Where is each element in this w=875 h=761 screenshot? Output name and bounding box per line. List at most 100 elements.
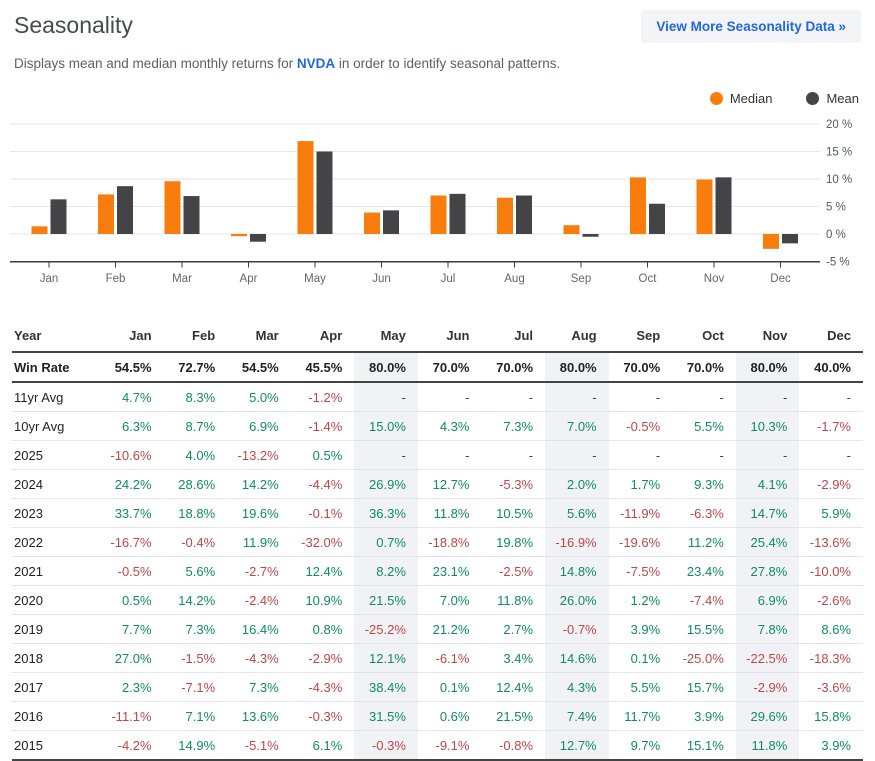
bar-median-jun[interactable] (364, 212, 380, 234)
cell-2018-jun: -6.1% (417, 643, 482, 673)
cell-2025-jun: - (417, 440, 482, 470)
x-axis-month-label: Jul (441, 273, 456, 285)
legend-item-median[interactable]: Median (709, 91, 772, 106)
cell-2025-dec: - (799, 440, 863, 470)
x-axis-month-label: May (304, 273, 326, 285)
description-prefix: Displays mean and median monthly returns… (14, 56, 297, 71)
bar-mean-sep[interactable] (582, 234, 599, 237)
cell-2015-jan: -4.2% (100, 730, 164, 761)
cell-2019-oct: 15.5% (672, 614, 736, 644)
bar-median-aug[interactable] (497, 197, 513, 234)
cell-10yr-avg-sep: -0.5% (608, 411, 673, 441)
table-row-2017: 2017 2.3% -7.1% 7.3% -4.3% 38.4% 0.1% 12.4% 4.3%… (12, 672, 863, 702)
column-header-mar: Mar (227, 320, 291, 353)
cell-2023-jun: 11.8% (417, 498, 482, 528)
cell-2016-sep: 11.7% (608, 701, 673, 731)
cell-2016-aug: 7.4% (545, 701, 609, 731)
cell-11yr-avg-jul: - (481, 382, 546, 412)
bar-mean-jun[interactable] (383, 210, 399, 234)
cell-2019-jun: 21.2% (417, 614, 482, 644)
table-row-2024: 2024 24.2% 28.6% 14.2% -4.4% 26.9% 12.7% -5.3% 2… (12, 469, 863, 499)
bar-mean-apr[interactable] (250, 234, 266, 242)
bar-median-apr[interactable] (231, 234, 247, 237)
y-axis-tick-label: 5 % (826, 202, 846, 214)
cell-2016-jul: 21.5% (481, 701, 546, 731)
mean-swatch-icon (806, 92, 820, 105)
cell-2016-may: 31.5% (354, 701, 418, 731)
cell-2016-nov: 29.6% (735, 701, 800, 731)
bar-median-jul[interactable] (430, 195, 447, 235)
bar-mean-jul[interactable] (449, 193, 466, 234)
bar-median-feb[interactable] (98, 194, 114, 234)
bar-mean-oct[interactable] (649, 203, 665, 234)
cell-11yr-avg-aug: - (545, 382, 609, 412)
view-more-seasonality-button[interactable]: View More Seasonality Data » (641, 10, 861, 43)
cell-2020-jul: 11.8% (481, 585, 546, 615)
cell-2025-feb: 4.0% (163, 440, 228, 470)
bar-median-mar[interactable] (164, 181, 181, 234)
legend-mean-label: Mean (826, 91, 859, 106)
legend-item-mean[interactable]: Mean (806, 91, 859, 106)
cell-2020-aug: 26.0% (545, 585, 609, 615)
cell-2024-sep: 1.7% (608, 469, 673, 499)
cell-2015-aug: 12.7% (545, 730, 609, 761)
bar-median-jan[interactable] (31, 226, 48, 234)
cell-2016-oct: 3.9% (672, 701, 736, 731)
cell-2024-feb: 28.6% (163, 469, 228, 499)
cell-2020-jan: 0.5% (100, 585, 164, 615)
bar-median-sep[interactable] (563, 225, 580, 234)
table-row-2025: 2025 -10.6% 4.0% -13.2% 0.5% - - - - - - - - (12, 440, 863, 470)
cell-2020-apr: 10.9% (290, 585, 355, 615)
cell-2019-aug: -0.7% (545, 614, 609, 644)
cell-2023-apr: -0.1% (290, 498, 355, 528)
cell-11yr-avg-jun: - (417, 382, 482, 412)
cell-10yr-avg-nov: 10.3% (735, 411, 800, 441)
cell-2016-jun: 0.6% (417, 701, 482, 731)
x-axis-month-label: Nov (704, 273, 725, 285)
x-axis-month-label: Feb (106, 273, 126, 285)
cell-win-rate-dec: 40.0% (799, 352, 863, 383)
cell-2017-may: 38.4% (354, 672, 418, 702)
table-header-row: Year Jan Feb Mar Apr May Jun Jul Aug Sep Oct Nov Dec (12, 320, 863, 353)
cell-2015-oct: 15.1% (672, 730, 736, 761)
median-swatch-icon (709, 92, 723, 105)
cell-2018-mar: -4.3% (227, 643, 291, 673)
cell-2024-jan: 24.2% (100, 469, 164, 499)
bar-median-dec[interactable] (763, 234, 779, 249)
bar-mean-nov[interactable] (715, 177, 732, 234)
table-row-2021: 2021 -0.5% 5.6% -2.7% 12.4% 8.2% 23.1% -2.5% 14.… (12, 556, 863, 586)
table-row-2018: 2018 27.0% -1.5% -4.3% -2.9% 12.1% -6.1% 3.4% 14… (12, 643, 863, 673)
bar-mean-feb[interactable] (117, 186, 133, 234)
cell-2015-feb: 14.9% (163, 730, 228, 761)
row-label: 2021 (12, 556, 100, 586)
cell-10yr-avg-dec: -1.7% (799, 411, 863, 441)
cell-2018-oct: -25.0% (672, 643, 736, 673)
bar-mean-mar[interactable] (183, 196, 200, 234)
cell-2022-apr: -32.0% (290, 527, 355, 557)
cell-2017-dec: -3.6% (799, 672, 863, 702)
bar-median-nov[interactable] (696, 179, 713, 234)
cell-2020-dec: -2.6% (799, 585, 863, 615)
bar-median-may[interactable] (297, 141, 314, 234)
cell-11yr-avg-oct: - (672, 382, 736, 412)
cell-2020-may: 21.5% (354, 585, 418, 615)
column-header-aug: Aug (545, 320, 609, 353)
x-axis-month-label: Dec (770, 273, 791, 285)
table-row-win-rate: Win Rate 54.5% 72.7% 54.5% 45.5% 80.0% 70.0% 70… (12, 352, 863, 383)
cell-2018-jan: 27.0% (100, 643, 164, 673)
bar-median-oct[interactable] (630, 177, 646, 234)
cell-2017-jul: 12.4% (481, 672, 546, 702)
cell-2022-may: 0.7% (354, 527, 418, 557)
cell-2022-jul: 19.8% (481, 527, 546, 557)
y-axis-tick-label: 15 % (826, 147, 852, 159)
cell-10yr-avg-jun: 4.3% (417, 411, 482, 441)
bar-mean-dec[interactable] (782, 234, 798, 244)
bar-mean-jan[interactable] (50, 199, 67, 234)
cell-win-rate-aug: 80.0% (545, 352, 609, 383)
bar-mean-may[interactable] (316, 151, 333, 235)
ticker-link[interactable]: NVDA (296, 56, 336, 71)
x-axis-month-label: Oct (639, 273, 658, 285)
cell-2018-apr: -2.9% (290, 643, 355, 673)
bar-mean-aug[interactable] (516, 195, 532, 235)
column-header-feb: Feb (163, 320, 228, 353)
